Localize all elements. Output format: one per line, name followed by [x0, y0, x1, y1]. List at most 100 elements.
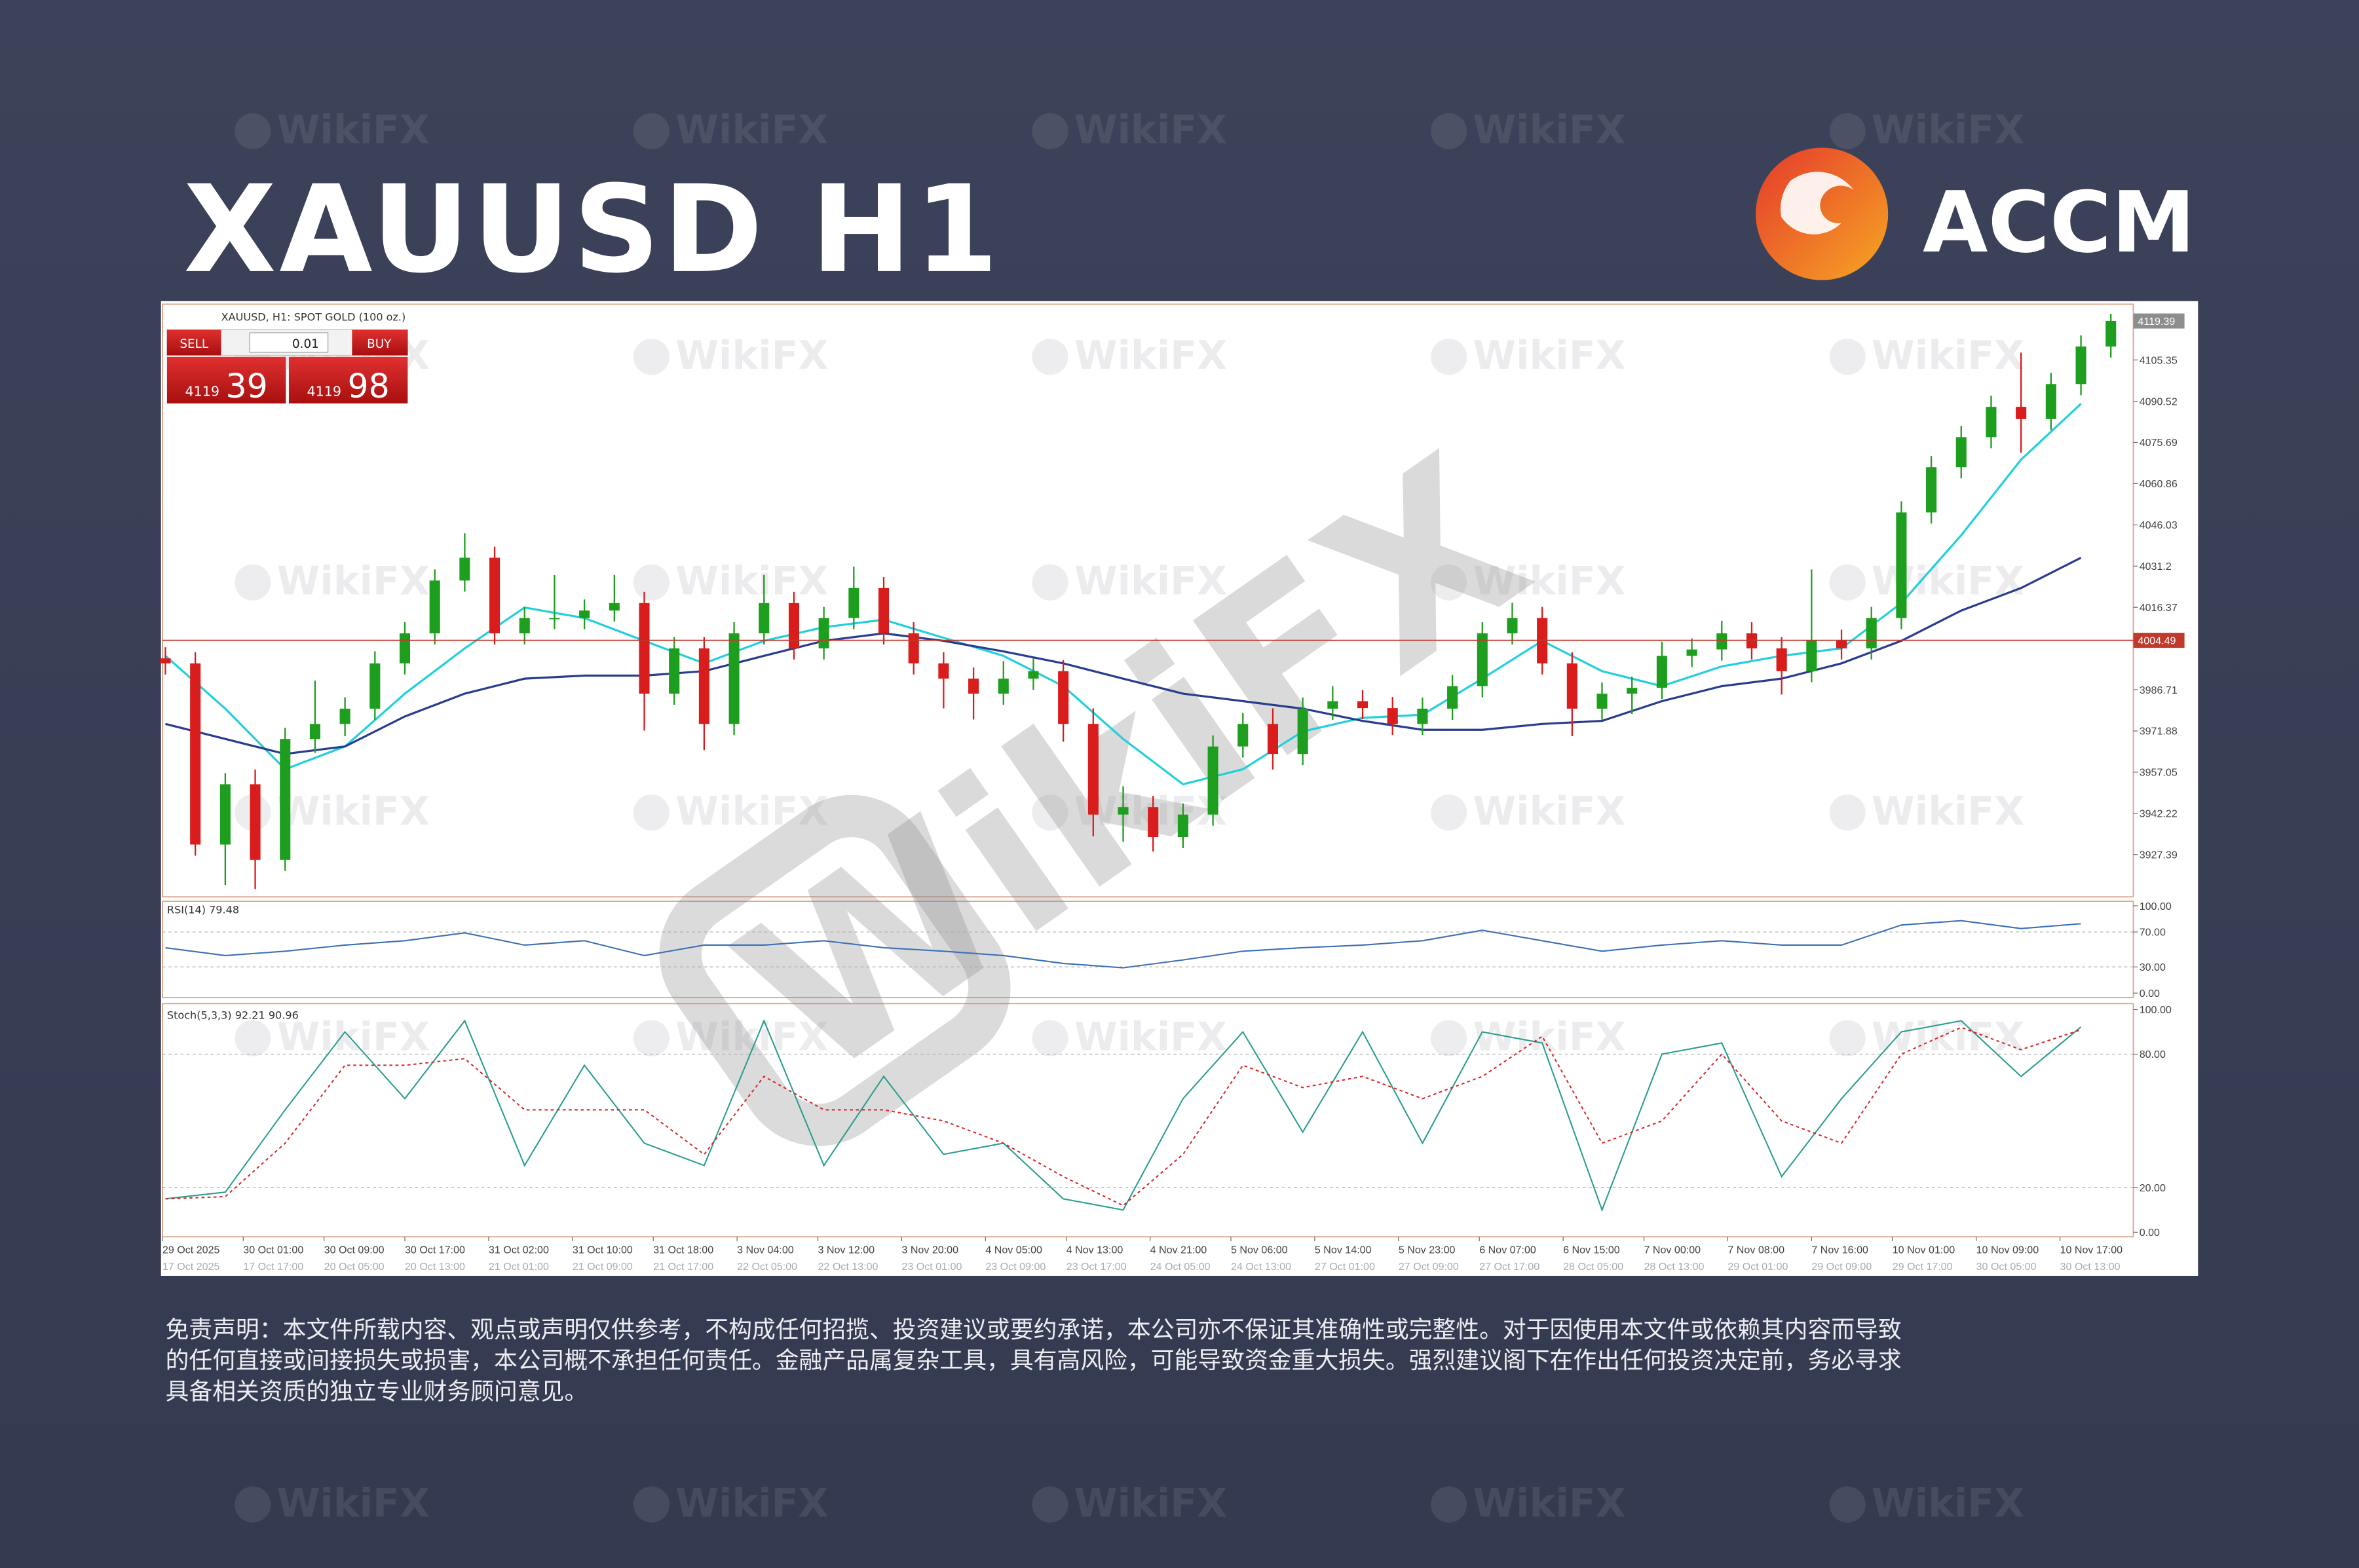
- candle-body: [1566, 663, 1577, 709]
- candle-body: [1716, 633, 1727, 650]
- brand-name: ACCM: [1923, 174, 2195, 272]
- watermark-icon: [1431, 794, 1467, 831]
- ghost-x-label: 20 Oct 05:00: [324, 1261, 385, 1273]
- candle-body: [459, 557, 470, 581]
- candle-body: [519, 618, 530, 633]
- watermark-text: WikiFX: [1074, 108, 1227, 153]
- buy-price-box[interactable]: [288, 356, 408, 403]
- watermark-icon: [1032, 339, 1068, 375]
- ghost-x-label: 23 Oct 09:00: [985, 1261, 1046, 1273]
- watermark-text: WikiFX: [277, 789, 430, 834]
- buy-button[interactable]: [352, 329, 408, 356]
- watermark-text: WikiFX: [1473, 559, 1625, 605]
- watermark-icon: [1431, 564, 1467, 601]
- candle-body: [1656, 656, 1667, 688]
- rsi-title: RSI(14) 79.48: [167, 904, 239, 916]
- rsi-panel: [162, 901, 2134, 999]
- watermark-text: WikiFX: [1872, 108, 2024, 153]
- watermark-text: WikiFX: [277, 1481, 430, 1526]
- candle-body: [1177, 814, 1188, 838]
- x-tick-label: 30 Oct 17:00: [405, 1244, 465, 1256]
- candle-body: [878, 588, 890, 633]
- watermark-icon: [235, 113, 271, 149]
- watermark-icon: [235, 564, 271, 601]
- watermark-icon: [633, 113, 670, 149]
- x-tick-label: 31 Oct 18:00: [653, 1244, 713, 1256]
- candle-body: [818, 618, 829, 648]
- y-tick-label: 3986.71: [2140, 684, 2178, 696]
- title: XAUUSD H1: [183, 160, 1001, 300]
- trade-panel: SELL 0.01 BUY 4119 39 4119 98: [166, 329, 408, 405]
- candle-body: [759, 603, 770, 633]
- y-tick-label: 80.00: [2140, 1049, 2166, 1060]
- ghost-x-label: 29 Oct 09:00: [1811, 1261, 1872, 1273]
- watermark-text: WikiFX: [1473, 1481, 1625, 1526]
- watermark-text: WikiFX: [1074, 1015, 1227, 1060]
- disclaimer: 免责声明：本文件所载内容、观点或声明仅供参考，不构成任何招揽、投资建议或要约承诺…: [166, 1316, 1902, 1405]
- candle-body: [728, 633, 740, 724]
- ghost-x-label: 24 Oct 13:00: [1231, 1261, 1291, 1273]
- watermark-text: WikiFX: [675, 1015, 828, 1060]
- candle-body: [1028, 671, 1039, 679]
- x-tick-label: 10 Nov 17:00: [2060, 1244, 2123, 1256]
- watermark-icon: [1032, 564, 1068, 601]
- y-tick-label: 100.00: [2140, 901, 2172, 912]
- watermark-icon: [1431, 339, 1467, 375]
- watermark-text: WikiFX: [1473, 333, 1625, 379]
- x-tick-label: 4 Nov 21:00: [1150, 1244, 1207, 1256]
- candle-body: [998, 679, 1009, 694]
- candle-body: [1507, 618, 1518, 633]
- ghost-x-label: 20 Oct 13:00: [405, 1261, 465, 1273]
- candle-body: [309, 724, 320, 739]
- sell-button[interactable]: [166, 329, 221, 356]
- candle-body: [1058, 671, 1069, 724]
- y-tick-label: 70.00: [2140, 927, 2166, 939]
- ghost-x-label: 27 Oct 17:00: [1479, 1261, 1539, 1273]
- y-tick-label: 4060.86: [2140, 478, 2178, 490]
- watermark-big-icon: [659, 794, 1011, 1146]
- candle-body: [669, 648, 680, 694]
- last-price-tag: [2133, 313, 2185, 329]
- brand-logo: ACCM: [1756, 147, 2195, 280]
- candle-body: [788, 603, 799, 648]
- watermark-text: WikiFX: [1074, 333, 1227, 379]
- sell-price-big: 39: [225, 367, 267, 405]
- x-tick-label: 3 Nov 04:00: [737, 1244, 794, 1256]
- watermark-icon: [633, 1486, 670, 1523]
- y-tick-label: 20.00: [2140, 1182, 2166, 1194]
- candle-body: [2105, 321, 2117, 347]
- price-tag-label: 4004.49: [2138, 635, 2176, 646]
- lot-value: 0.01: [292, 337, 319, 351]
- watermark-icon: [1829, 339, 1866, 375]
- watermark-icon: [1032, 113, 1068, 149]
- x-tick-label: 4 Nov 05:00: [985, 1244, 1042, 1256]
- buy-price-main: 4119: [307, 383, 341, 399]
- x-tick-label: 5 Nov 14:00: [1315, 1244, 1372, 1256]
- candle-body: [1477, 633, 1488, 686]
- buy-label: BUY: [367, 337, 392, 351]
- lot-input[interactable]: [249, 332, 329, 353]
- watermark-text: WikiFX: [277, 1015, 430, 1060]
- ghost-x-label: 21 Oct 01:00: [489, 1261, 549, 1273]
- y-tick-label: 4016.37: [2140, 602, 2178, 614]
- ghost-x-label: 24 Oct 05:00: [1150, 1261, 1211, 1273]
- candle-body: [1267, 724, 1278, 755]
- price-tag: [2133, 633, 2185, 648]
- watermark-icon: [633, 794, 670, 831]
- watermark-icon: [1829, 564, 1866, 601]
- ghost-x-label: 22 Oct 05:00: [737, 1261, 797, 1273]
- buy-price-big: 98: [348, 367, 390, 405]
- ghost-x-label: 21 Oct 17:00: [653, 1261, 713, 1273]
- candle-body: [1926, 467, 1937, 513]
- y-tick-label: 0.00: [2140, 1227, 2160, 1239]
- candle-body: [1087, 724, 1099, 815]
- y-tick-label: 4075.69: [2140, 437, 2178, 449]
- candle-body: [1357, 701, 1368, 709]
- y-tick-label: 3971.88: [2140, 726, 2178, 737]
- candle-body: [1148, 807, 1159, 838]
- ghost-x-label: 23 Oct 01:00: [901, 1261, 962, 1273]
- x-tick-label: 30 Oct 01:00: [243, 1244, 303, 1256]
- candle-body: [968, 679, 979, 694]
- candle-body: [908, 633, 919, 663]
- sell-price-box[interactable]: [166, 356, 286, 403]
